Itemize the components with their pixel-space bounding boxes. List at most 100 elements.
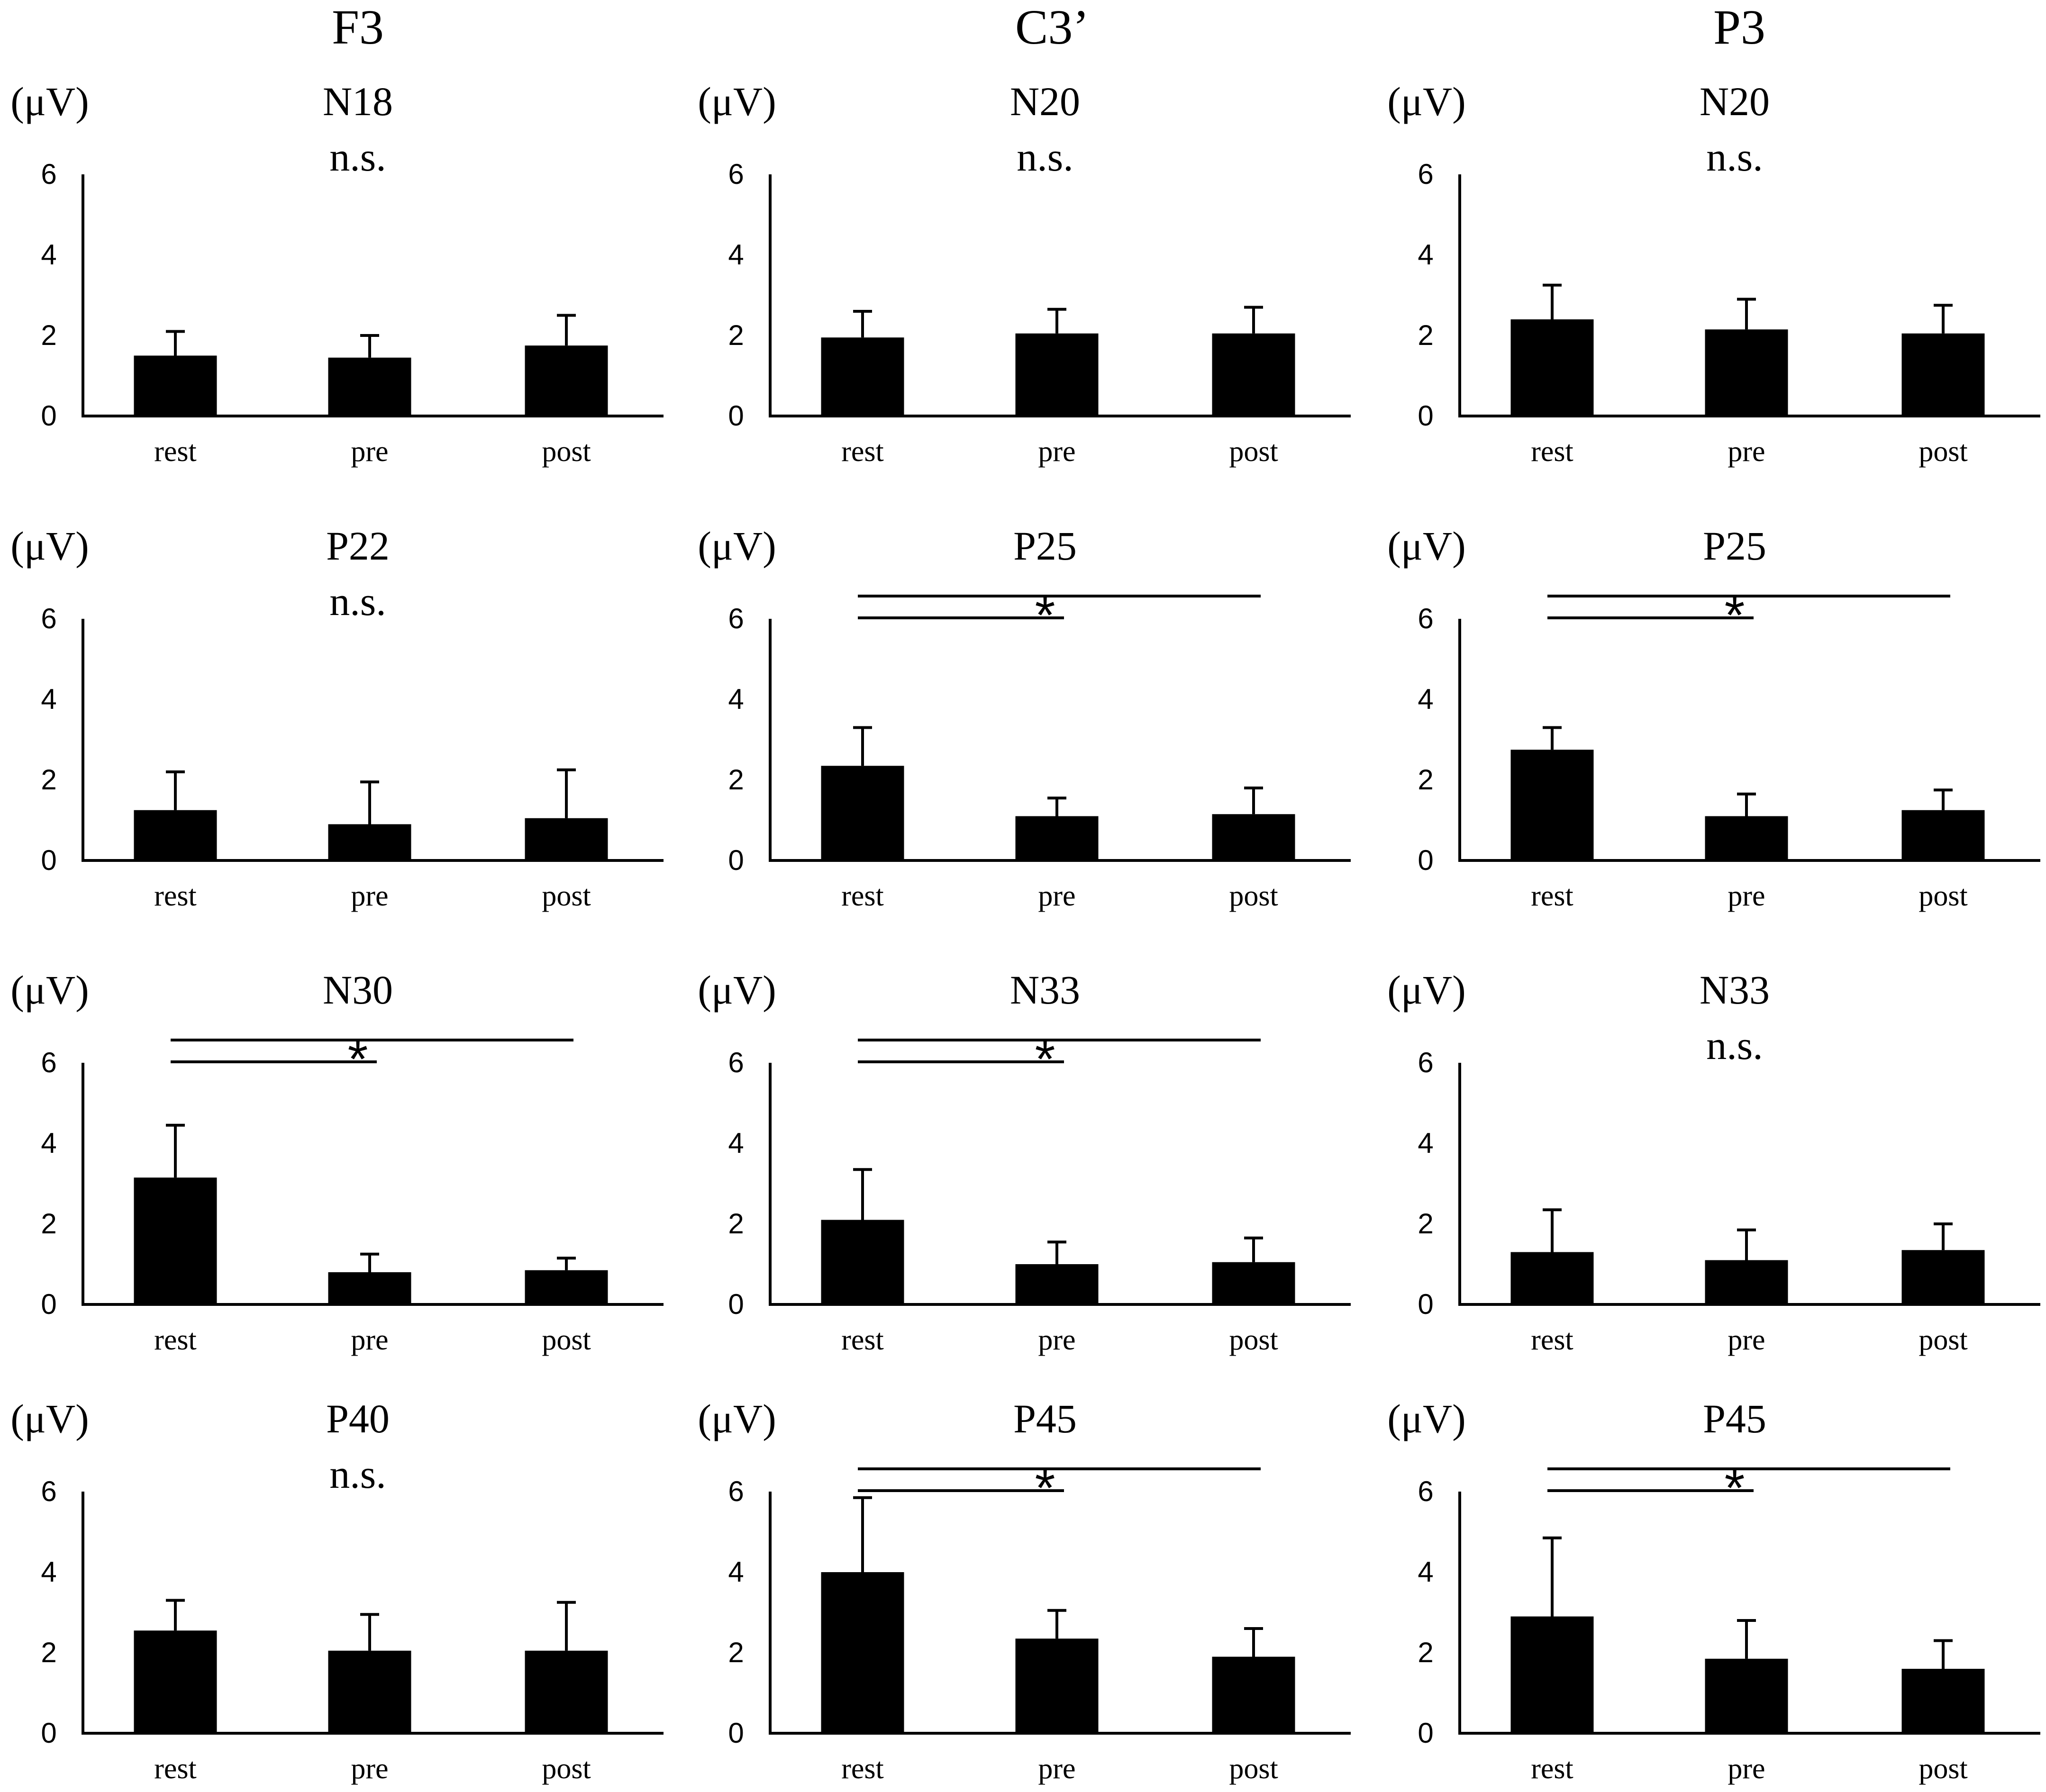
category-label: rest: [1531, 1324, 1573, 1356]
y-tick-label: 4: [1418, 239, 1433, 271]
significance-label: n.s.: [329, 579, 386, 624]
category-label: pre: [1038, 1324, 1075, 1356]
bar: [821, 766, 904, 860]
y-tick-label: 4: [728, 683, 744, 715]
y-unit-label: (μV): [698, 967, 776, 1013]
y-tick-label: 6: [1418, 158, 1433, 190]
bar: [134, 1177, 217, 1304]
column-header: C3’: [1015, 0, 1089, 54]
bar: [1705, 816, 1788, 860]
bar: [1901, 1250, 1985, 1304]
category-label: post: [542, 1324, 591, 1356]
category-label: pre: [1038, 880, 1075, 912]
bar: [1015, 816, 1099, 860]
category-label: pre: [1728, 880, 1765, 912]
y-tick-label: 0: [1418, 1288, 1433, 1320]
chart-panel: 0 2 4 6 (μV) P25 rest pre post *: [1387, 523, 2040, 912]
chart-panel: 0 2 4 6 (μV) P45 rest pre post *: [698, 1396, 1351, 1785]
category-label: pre: [1728, 1324, 1765, 1356]
category-label: post: [542, 435, 591, 468]
y-unit-label: (μV): [698, 79, 776, 124]
bar: [328, 1272, 411, 1304]
y-tick-label: 2: [1418, 1208, 1433, 1240]
bar: [525, 1650, 608, 1733]
category-label: post: [1919, 1324, 1967, 1356]
y-unit-label: (μV): [1387, 523, 1466, 569]
panel-title: P25: [1013, 523, 1077, 569]
significance-label: n.s.: [1706, 134, 1763, 180]
panel-title: P22: [326, 523, 390, 569]
category-label: rest: [841, 1324, 884, 1356]
panel-title: P45: [1013, 1396, 1077, 1441]
category-label: pre: [1038, 435, 1075, 468]
category-label: pre: [1038, 1753, 1075, 1785]
chart-panel: 0 2 4 6 (μV) N33 rest pre post *: [698, 967, 1351, 1356]
category-label: post: [1229, 1324, 1278, 1356]
y-tick-label: 6: [728, 1475, 744, 1507]
bar: [1015, 333, 1099, 416]
category-label: rest: [1531, 435, 1573, 468]
column-headers: F3 C3’ P3: [332, 0, 1765, 54]
significance-label: n.s.: [1706, 1023, 1763, 1068]
y-tick-label: 4: [41, 1127, 56, 1159]
y-tick-label: 4: [1418, 1127, 1433, 1159]
y-tick-label: 2: [728, 764, 744, 796]
category-label: post: [1229, 435, 1278, 468]
category-label: post: [1919, 435, 1967, 468]
y-tick-label: 6: [1418, 603, 1433, 634]
bar: [525, 818, 608, 860]
significance-label: n.s.: [1017, 134, 1073, 180]
panel-title: N30: [323, 967, 393, 1013]
category-label: rest: [154, 1324, 197, 1356]
y-tick-label: 0: [728, 1288, 744, 1320]
category-label: rest: [154, 435, 197, 468]
y-unit-label: (μV): [10, 523, 89, 569]
y-tick-label: 0: [1418, 1717, 1433, 1749]
significance-marker: *: [1035, 1030, 1055, 1088]
y-tick-label: 6: [728, 158, 744, 190]
significance-marker: *: [1725, 586, 1745, 644]
y-tick-label: 2: [41, 1208, 56, 1240]
category-label: pre: [1728, 435, 1765, 468]
chart-panel: 0 2 4 6 (μV) P40 rest pre post n.s.: [10, 1396, 664, 1785]
y-tick-label: 4: [1418, 1556, 1433, 1588]
y-tick-label: 4: [41, 1556, 56, 1588]
bar: [1901, 333, 1985, 416]
y-tick-label: 0: [41, 1288, 56, 1320]
y-unit-label: (μV): [1387, 1396, 1466, 1441]
panel-title: N20: [1010, 79, 1080, 124]
bar: [328, 357, 411, 416]
y-unit-label: (μV): [10, 79, 89, 124]
y-tick-label: 0: [41, 844, 56, 876]
panel-title: P45: [1703, 1396, 1766, 1441]
bar: [134, 1630, 217, 1733]
chart-panel: 0 2 4 6 (μV) P45 rest pre post *: [1387, 1396, 2040, 1785]
category-label: pre: [351, 880, 388, 912]
chart-panel: 0 2 4 6 (μV) N20 rest pre post n.s.: [1387, 79, 2040, 468]
y-tick-label: 6: [41, 158, 56, 190]
panel-title: N20: [1700, 79, 1770, 124]
chart-panel: 0 2 4 6 (μV) N18 rest pre post n.s.: [10, 79, 664, 468]
category-label: post: [1229, 880, 1278, 912]
significance-label: n.s.: [329, 134, 386, 180]
y-unit-label: (μV): [10, 1396, 89, 1441]
bar: [1015, 1264, 1099, 1304]
y-tick-label: 6: [728, 603, 744, 634]
bar: [821, 1572, 904, 1733]
bar: [1705, 1658, 1788, 1733]
bar: [1901, 810, 1985, 860]
y-tick-label: 0: [41, 1717, 56, 1749]
category-label: pre: [1728, 1753, 1765, 1785]
column-header: F3: [332, 0, 384, 54]
bar: [134, 810, 217, 860]
bar: [1510, 750, 1594, 860]
chart-panel: 0 2 4 6 (μV) N20 rest pre post n.s.: [698, 79, 1351, 468]
bar: [1901, 1669, 1985, 1733]
y-tick-label: 2: [1418, 1637, 1433, 1668]
bar: [328, 824, 411, 860]
category-label: rest: [841, 1753, 884, 1785]
bar: [821, 337, 904, 416]
category-label: rest: [1531, 1753, 1573, 1785]
significance-label: n.s.: [329, 1451, 386, 1497]
